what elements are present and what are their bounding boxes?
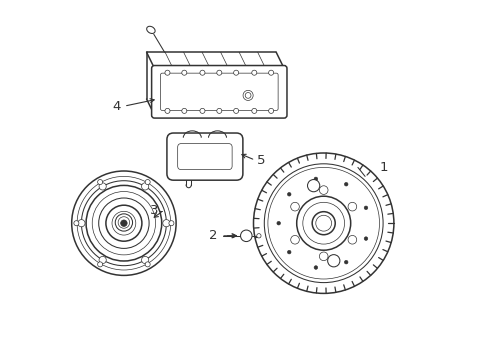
Circle shape	[319, 186, 327, 194]
Circle shape	[163, 220, 170, 227]
Circle shape	[216, 108, 222, 113]
Circle shape	[99, 183, 106, 190]
Circle shape	[268, 108, 273, 113]
Circle shape	[290, 202, 299, 211]
Circle shape	[99, 256, 106, 264]
Circle shape	[164, 108, 170, 113]
Circle shape	[364, 237, 367, 240]
Circle shape	[145, 180, 150, 185]
Text: 5: 5	[257, 154, 265, 167]
Circle shape	[98, 262, 102, 267]
FancyBboxPatch shape	[151, 66, 286, 118]
Circle shape	[117, 217, 130, 230]
Circle shape	[290, 235, 299, 244]
Circle shape	[276, 221, 280, 225]
Circle shape	[168, 221, 174, 226]
Circle shape	[112, 211, 136, 235]
Circle shape	[86, 185, 162, 261]
FancyBboxPatch shape	[166, 133, 243, 180]
Circle shape	[287, 250, 290, 254]
Circle shape	[233, 70, 238, 75]
Circle shape	[99, 198, 149, 248]
Circle shape	[307, 180, 319, 192]
Circle shape	[78, 220, 85, 227]
Text: 3: 3	[149, 204, 158, 217]
Circle shape	[240, 230, 251, 242]
Circle shape	[296, 196, 350, 250]
Circle shape	[347, 202, 356, 211]
Circle shape	[302, 202, 344, 244]
Circle shape	[256, 234, 261, 238]
Circle shape	[344, 260, 347, 264]
Circle shape	[287, 193, 290, 196]
Circle shape	[200, 108, 204, 113]
Circle shape	[251, 108, 256, 113]
Circle shape	[182, 70, 186, 75]
Circle shape	[268, 70, 273, 75]
Circle shape	[118, 217, 129, 228]
Circle shape	[141, 183, 148, 190]
Circle shape	[313, 177, 317, 181]
FancyBboxPatch shape	[160, 73, 278, 111]
Circle shape	[344, 183, 347, 186]
Circle shape	[74, 221, 79, 226]
Circle shape	[121, 220, 127, 226]
Circle shape	[319, 252, 327, 261]
Ellipse shape	[146, 26, 155, 33]
Circle shape	[364, 206, 367, 210]
Circle shape	[313, 266, 317, 269]
Circle shape	[81, 181, 166, 266]
Circle shape	[253, 153, 393, 293]
Circle shape	[72, 171, 176, 275]
Circle shape	[141, 256, 148, 264]
Circle shape	[327, 255, 339, 267]
Circle shape	[347, 235, 356, 244]
Circle shape	[77, 176, 170, 270]
Circle shape	[200, 70, 204, 75]
Circle shape	[164, 70, 170, 75]
Circle shape	[98, 180, 102, 185]
Circle shape	[264, 164, 382, 283]
Text: 1: 1	[379, 161, 387, 174]
Circle shape	[311, 212, 335, 235]
Circle shape	[106, 205, 142, 241]
Text: 4: 4	[112, 100, 120, 113]
Circle shape	[145, 262, 150, 267]
Circle shape	[315, 215, 331, 231]
Circle shape	[115, 214, 132, 231]
Circle shape	[92, 192, 155, 255]
Text: 2: 2	[208, 229, 217, 242]
Circle shape	[244, 93, 250, 98]
Circle shape	[216, 70, 222, 75]
Circle shape	[182, 108, 186, 113]
Circle shape	[233, 108, 238, 113]
Circle shape	[251, 70, 256, 75]
FancyBboxPatch shape	[177, 144, 232, 170]
Circle shape	[267, 167, 379, 279]
Circle shape	[243, 90, 253, 100]
